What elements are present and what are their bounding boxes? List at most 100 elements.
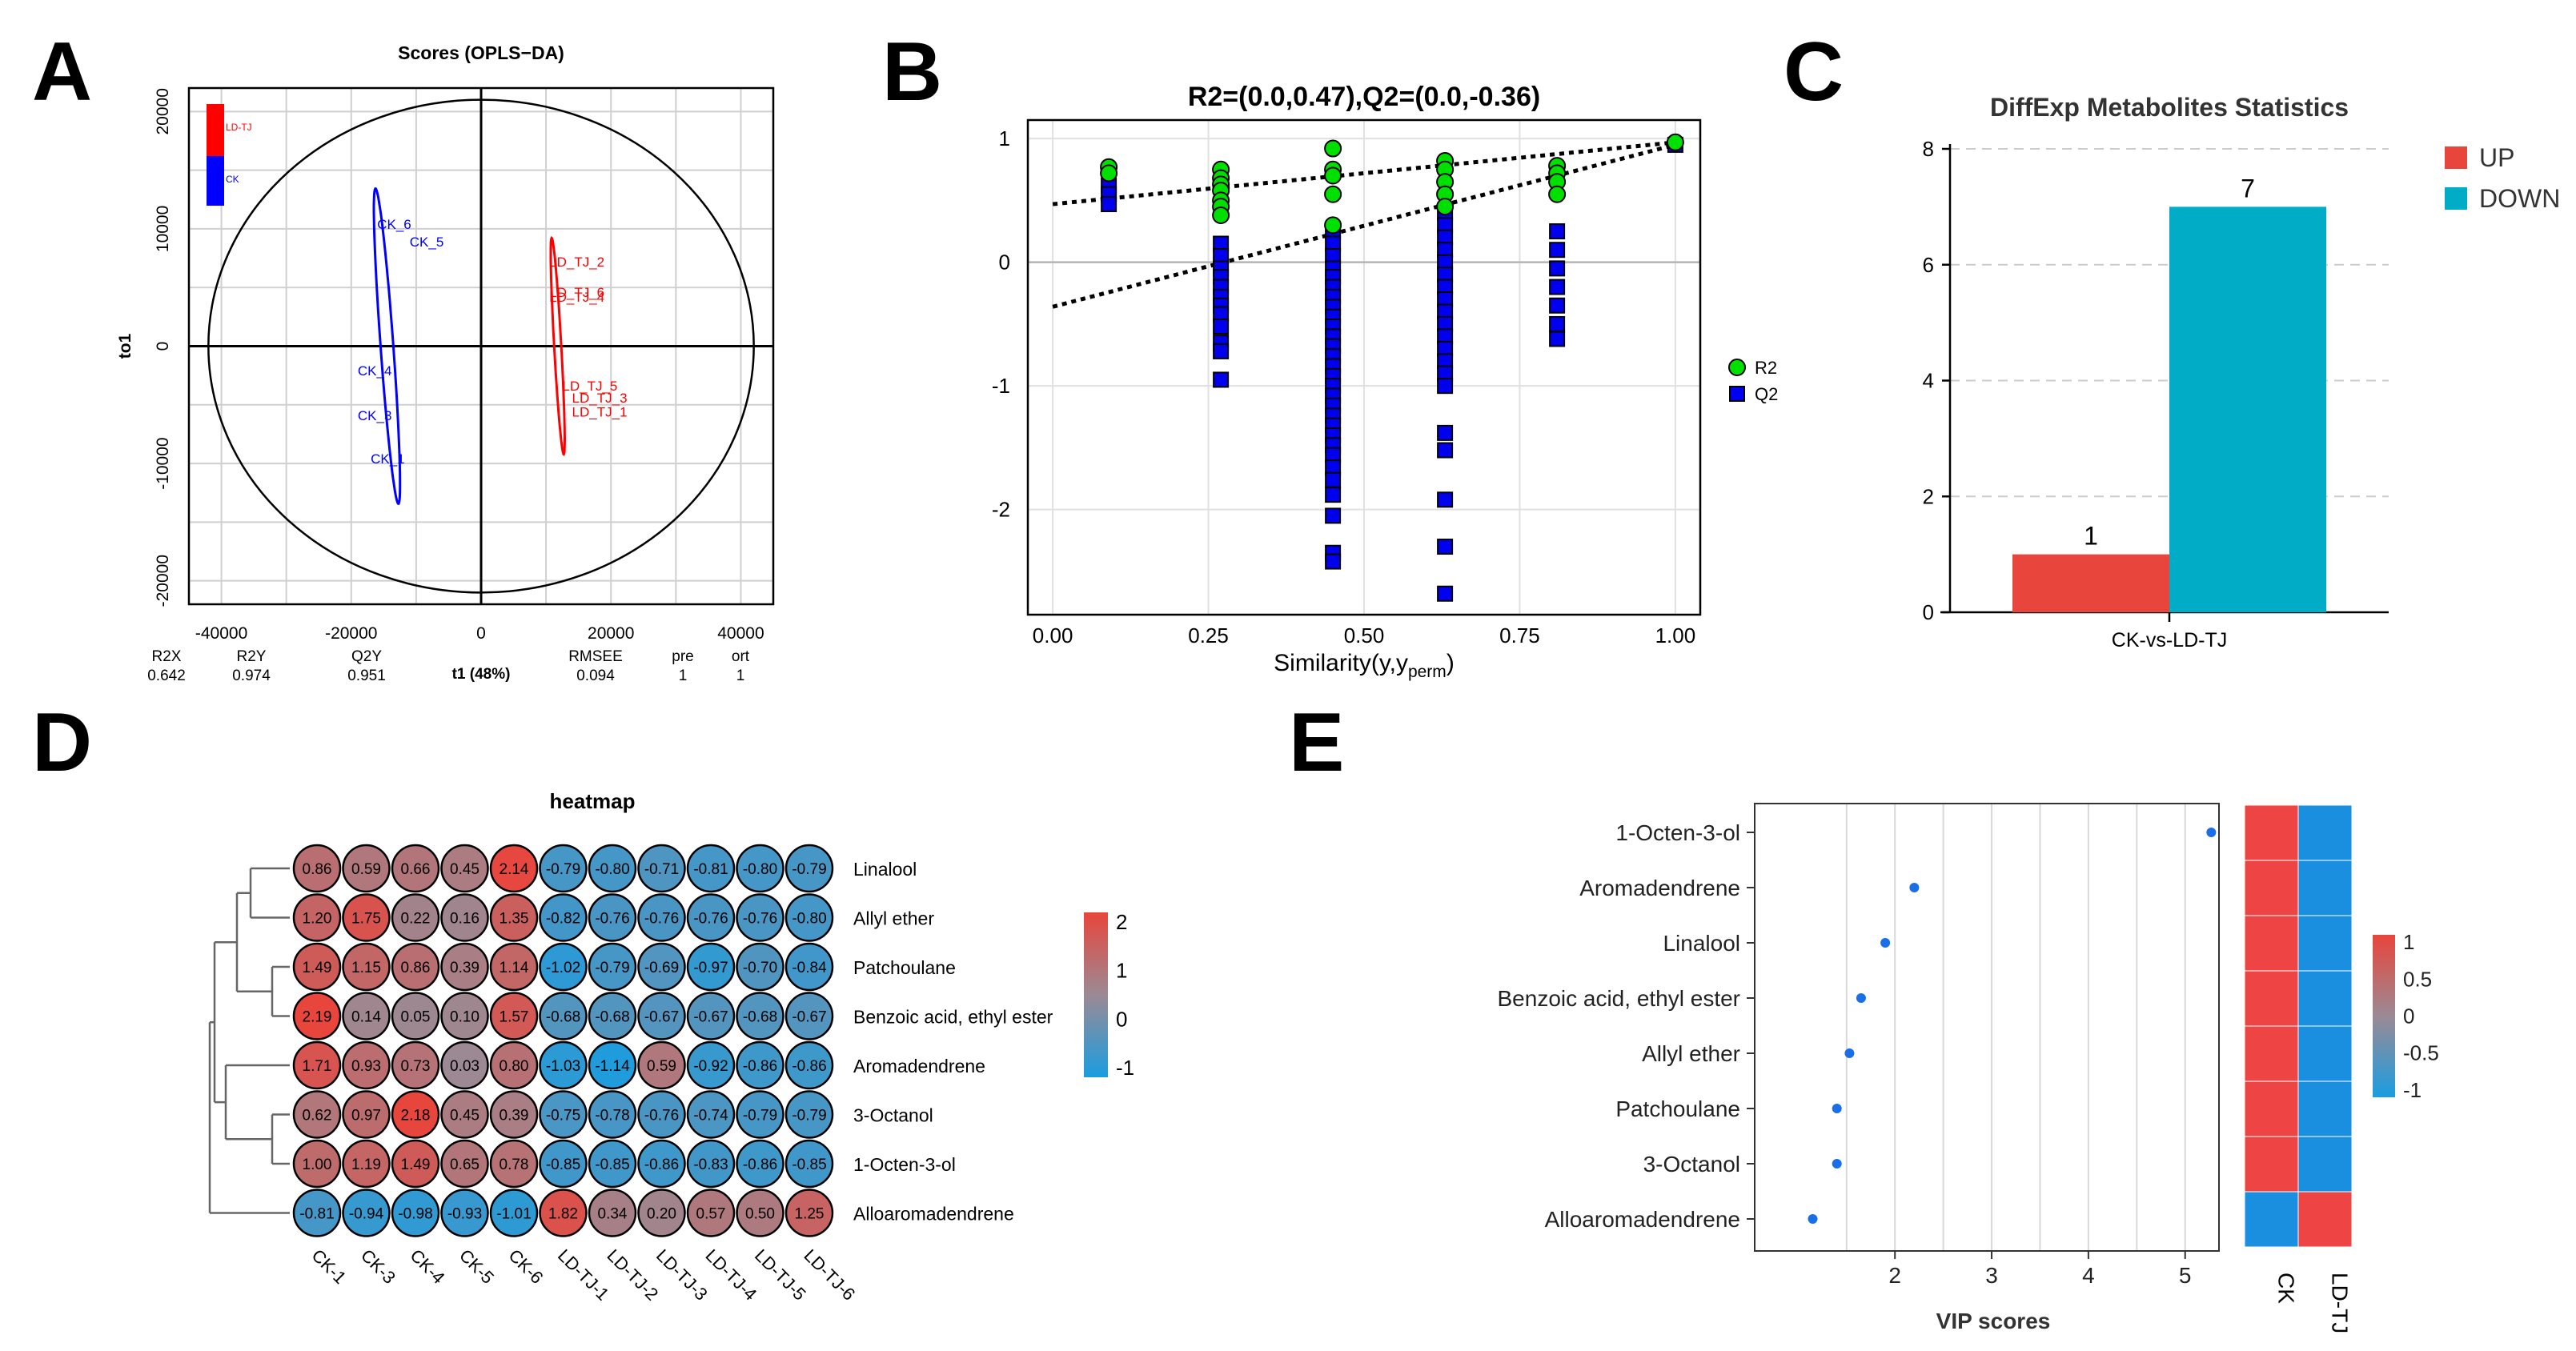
heatmap-value: -0.79	[792, 1108, 826, 1124]
heatmap-cell	[292, 893, 342, 942]
heatmap-cell	[391, 1040, 440, 1090]
heatmap-cell	[539, 844, 588, 893]
vip-heatmap-cell	[2244, 1025, 2299, 1082]
r2-point	[1436, 198, 1455, 216]
q2-point	[1437, 539, 1454, 555]
x-tick-label: 5	[2179, 1263, 2192, 1288]
heatmap-value: 0.16	[450, 911, 479, 928]
vip-heatmap-cell	[2297, 1025, 2353, 1082]
group-ellipse-ld-tj	[549, 236, 567, 456]
panel-letter-c: C	[1784, 26, 1844, 118]
heatmap-value: 0.10	[450, 1009, 479, 1026]
stat-value: 0.951	[347, 667, 386, 684]
y-tick-label: 8	[1923, 137, 1934, 161]
column-label: LD-TJ-4	[701, 1245, 760, 1305]
column-label: CK-4	[406, 1245, 448, 1288]
heatmap-cell	[686, 1139, 736, 1189]
y-tick-label: -1	[992, 374, 1010, 398]
heatmap-value: -1.14	[595, 1058, 630, 1075]
legend-swatch-up	[2445, 146, 2467, 169]
heatmap-cell	[784, 893, 834, 942]
heatmap-value: 1.82	[548, 1206, 578, 1223]
y-tick-label: 10000	[154, 206, 172, 252]
colorbar-tick-label: -1	[1116, 1056, 1134, 1080]
heatmap-value: -0.98	[398, 1206, 432, 1223]
heatmap-value: 0.45	[450, 861, 479, 878]
heatmap-cell	[637, 1040, 686, 1090]
x-tick-label: 0.00	[1033, 623, 1073, 647]
heatmap-value: 0.93	[351, 1058, 381, 1075]
x-tick-label: 20000	[588, 624, 634, 643]
heatmap-value: 0.03	[450, 1058, 479, 1075]
opls-da-score-plot: CK_6CK_5CK_4CK_3CK_1LD_TJ_2LD_TJ_6LD_TJ_…	[116, 42, 775, 684]
heatmap-value: 0.73	[401, 1058, 431, 1075]
heatmap-value: 0.59	[647, 1058, 676, 1075]
heatmap-cell	[784, 992, 834, 1040]
heatmap-value: 0.86	[401, 960, 431, 976]
chart-title: heatmap	[550, 789, 636, 813]
heatmap-cell	[292, 1090, 342, 1139]
heatmap-cell	[736, 1139, 784, 1189]
heatmap-value: 1.14	[500, 960, 529, 976]
heatmap-value: -0.76	[693, 911, 728, 928]
heatmap-cell	[539, 1189, 588, 1237]
heatmap-cell	[440, 1139, 489, 1189]
heatmap-cell	[391, 844, 440, 893]
sample-label: CK_1	[371, 451, 405, 467]
metabolite-label: Patchoulane	[1615, 1096, 1740, 1121]
metabolite-label: Linalool	[1663, 931, 1740, 956]
q2-point	[1437, 442, 1454, 459]
heatmap-value: -0.80	[595, 861, 629, 878]
vip-heatmap-column-label: CK	[2274, 1273, 2299, 1304]
column-label: CK-1	[307, 1245, 350, 1288]
column-label: LD-TJ-2	[603, 1245, 662, 1305]
vip-point	[1844, 1048, 1855, 1058]
column-label: CK-6	[504, 1245, 547, 1288]
heatmap-value: 0.65	[450, 1157, 479, 1173]
bar-value-label: 7	[2241, 174, 2255, 202]
heatmap-value: -0.67	[792, 1009, 826, 1026]
x-axis-label-sub: perm	[1408, 663, 1446, 681]
heatmap-cell	[637, 893, 686, 942]
heatmap-value: 1.00	[303, 1157, 332, 1173]
heatmap-cell	[391, 1139, 440, 1189]
vip-point	[1808, 1214, 1818, 1224]
heatmap-value: 1.20	[303, 911, 332, 928]
heatmap-cell	[489, 942, 539, 992]
row-label: Aromadendrene	[853, 1056, 985, 1076]
row-label: Patchoulane	[853, 957, 956, 978]
panel-letter-d: D	[32, 696, 92, 789]
q2-point	[1325, 553, 1342, 570]
heatmap-value: 1.15	[351, 960, 381, 976]
heatmap-cell	[489, 1189, 539, 1237]
heatmap-cell	[637, 1189, 686, 1237]
vip-heatmap-cell	[2244, 970, 2299, 1027]
metabolite-label: Alloaromadendrene	[1545, 1207, 1740, 1232]
heatmap-value: -0.81	[299, 1206, 334, 1223]
bar-value-label: 1	[2084, 522, 2098, 551]
heatmap-value: -0.85	[595, 1157, 629, 1173]
heatmap-value: -0.94	[349, 1206, 384, 1223]
metabolite-label: Aromadendrene	[1579, 876, 1740, 900]
heatmap-cell	[588, 1040, 637, 1090]
q2-point	[1213, 343, 1230, 359]
row-label: 3-Octanol	[853, 1105, 933, 1126]
vip-point	[1856, 993, 1866, 1003]
r2-point	[1324, 185, 1342, 203]
heatmap-value: 1.75	[351, 911, 381, 928]
heatmap-cell	[539, 1090, 588, 1139]
q2-point	[1437, 491, 1454, 508]
heatmap-value: 0.39	[450, 960, 479, 976]
heatmap-cell	[588, 1189, 637, 1237]
heatmap-cell	[686, 1090, 736, 1139]
heatmap-value: 0.80	[500, 1058, 529, 1075]
heatmap-cell	[440, 1090, 489, 1139]
heatmap-value: -0.93	[447, 1206, 482, 1223]
colorbar-tick-label: -1	[2403, 1078, 2422, 1102]
q2-point	[1325, 487, 1342, 503]
heatmap-cell	[391, 992, 440, 1040]
heatmap-value: 0.78	[500, 1157, 529, 1173]
q2-point	[1213, 319, 1230, 335]
bar-up	[2012, 554, 2169, 612]
